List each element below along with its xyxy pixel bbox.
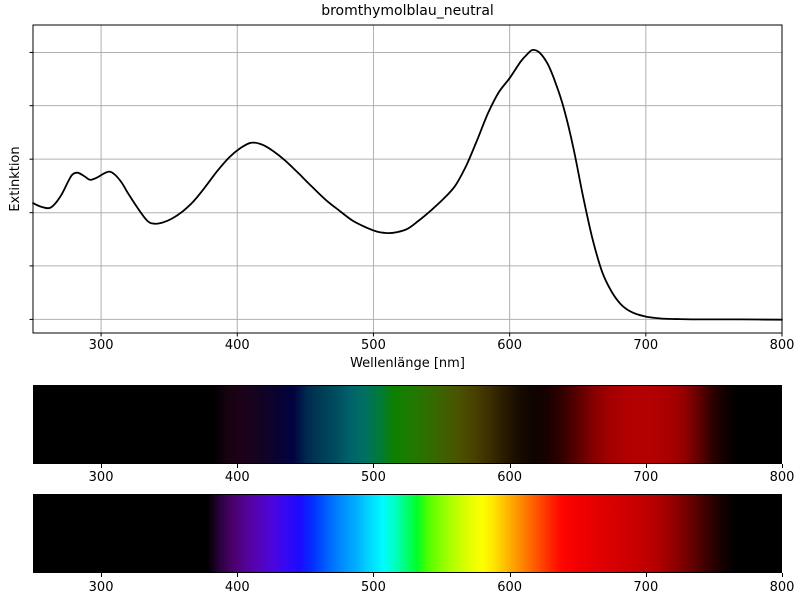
spectrum-bar-tick-label: 800 — [769, 470, 795, 485]
spectrum-bar-tick — [101, 573, 103, 577]
spectrum-bar-tick-label: 300 — [88, 580, 114, 595]
spectrum-bar-tick — [509, 573, 511, 577]
spectrum-bar-tick — [782, 573, 783, 577]
spectrum-bar-tick-label: 600 — [497, 470, 523, 485]
x-tick-label: 500 — [361, 338, 386, 353]
spectrum-bar-tick — [373, 573, 375, 577]
spectrum-bar-tick-label: 400 — [224, 580, 250, 595]
spectrum-bar-tick-label: 400 — [224, 470, 250, 485]
spectrum-bar-tick — [645, 573, 647, 577]
spectrum-bar-tick — [101, 464, 103, 468]
transmitted-light-spectrum-bar — [33, 385, 782, 464]
x-tick-label: 800 — [770, 338, 795, 353]
spectrum-bar-tick-label: 600 — [497, 580, 523, 595]
spectrum-bar-tick — [645, 464, 647, 468]
spectrum-bar-tick — [509, 464, 511, 468]
x-tick-label: 600 — [497, 338, 522, 353]
spectrum-bar-tick — [782, 464, 783, 468]
axes-frame — [32, 24, 783, 334]
spectrum-bar-tick — [237, 464, 239, 468]
extinction-curve — [32, 48, 783, 321]
spectrum-bar-tick-label: 700 — [633, 580, 659, 595]
x-tick-label: 400 — [225, 338, 250, 353]
spectrum-bar-tick-label: 300 — [88, 470, 114, 485]
x-axis-label: Wellenlänge [nm] — [350, 356, 465, 371]
full-visible-spectrum-bar — [33, 494, 782, 573]
plot-title: bromthymolblau_neutral — [321, 3, 494, 19]
spectrum-bar-tick-label: 700 — [633, 470, 659, 485]
spectrum-bar-tick-label: 500 — [361, 580, 386, 595]
spectrum-bar-tick-label: 500 — [361, 470, 386, 485]
spectrum-bar-tick-label: 800 — [769, 580, 795, 595]
spectrum-bar-tick — [373, 464, 375, 468]
spectrum-bar-tick — [237, 573, 239, 577]
x-tick-label: 700 — [633, 338, 658, 353]
x-tick-label: 300 — [89, 338, 114, 353]
